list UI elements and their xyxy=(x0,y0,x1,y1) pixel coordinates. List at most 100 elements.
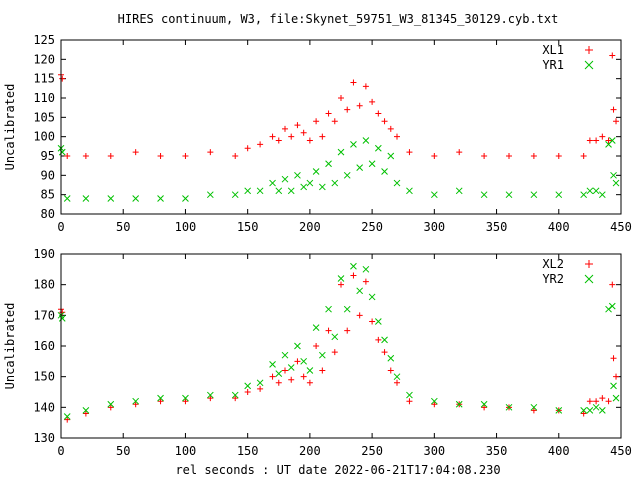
x-tick-label: 450 xyxy=(610,444,632,458)
data-point xyxy=(325,160,332,168)
data-point xyxy=(331,349,338,356)
data-point xyxy=(338,95,344,101)
data-point xyxy=(580,407,588,414)
data-point xyxy=(356,287,364,295)
series-YR2 xyxy=(57,262,620,420)
data-point xyxy=(337,148,345,156)
data-point xyxy=(580,191,588,199)
data-point xyxy=(313,343,320,349)
data-point xyxy=(593,398,600,405)
data-point xyxy=(505,191,513,199)
data-point xyxy=(387,354,395,362)
data-point xyxy=(338,281,344,288)
data-point xyxy=(387,367,394,374)
data-point xyxy=(306,379,313,386)
legend-marker xyxy=(584,274,594,284)
data-point xyxy=(431,401,438,408)
data-point xyxy=(182,398,189,405)
data-point xyxy=(232,153,239,159)
data-point xyxy=(282,367,288,374)
x-tick-label: 50 xyxy=(116,220,130,234)
data-point xyxy=(580,153,587,159)
data-point xyxy=(456,149,463,156)
data-point xyxy=(257,385,264,392)
data-point xyxy=(300,357,308,365)
data-point xyxy=(586,187,594,195)
data-point xyxy=(107,400,115,408)
data-point xyxy=(269,179,276,187)
y-tick-label: 170 xyxy=(33,308,55,322)
data-point xyxy=(505,403,513,411)
plot-frame xyxy=(60,253,622,439)
data-point xyxy=(306,137,313,144)
data-point xyxy=(430,397,438,405)
data-point xyxy=(331,333,339,341)
y-tick-label: 130 xyxy=(33,431,55,445)
y-tick-label: 150 xyxy=(33,370,55,384)
data-point xyxy=(350,272,357,279)
data-point xyxy=(344,327,351,334)
legend-label: XL2 xyxy=(542,257,564,271)
data-point xyxy=(555,407,563,414)
data-point xyxy=(107,195,115,202)
data-point xyxy=(368,160,376,168)
data-point xyxy=(256,379,264,387)
x-tick-label: 0 xyxy=(57,220,64,234)
data-point xyxy=(82,195,90,202)
data-point xyxy=(288,133,295,140)
data-point xyxy=(406,149,413,156)
data-point xyxy=(288,376,295,383)
data-point xyxy=(132,149,139,156)
data-point xyxy=(387,152,395,160)
data-point xyxy=(610,382,617,390)
data-point xyxy=(275,137,282,144)
data-point xyxy=(269,361,276,368)
data-point xyxy=(374,144,382,152)
data-point xyxy=(406,398,413,405)
data-point xyxy=(300,373,307,380)
data-point xyxy=(319,133,326,140)
data-point xyxy=(343,305,351,313)
x-tick-label: 150 xyxy=(237,444,259,458)
data-point xyxy=(381,349,388,356)
data-point xyxy=(313,118,320,125)
data-point xyxy=(269,133,276,140)
data-point xyxy=(599,395,606,402)
data-point xyxy=(244,187,252,195)
data-point xyxy=(58,148,66,156)
data-point xyxy=(312,324,320,331)
data-point xyxy=(612,179,620,187)
x-axis-label: rel seconds : UT date 2022-06-21T17:04:0… xyxy=(175,463,500,477)
data-point xyxy=(610,355,617,362)
y-tick-label: 160 xyxy=(33,339,55,353)
x-tick-label: 450 xyxy=(610,220,632,234)
data-point xyxy=(356,102,363,109)
data-point xyxy=(350,79,357,86)
data-point xyxy=(207,149,214,156)
data-point xyxy=(257,141,264,148)
data-point xyxy=(356,164,364,171)
data-point xyxy=(599,133,606,140)
data-point xyxy=(613,373,620,380)
data-point xyxy=(157,153,164,159)
data-point xyxy=(555,153,562,159)
data-point xyxy=(480,191,488,199)
x-tick-label: 400 xyxy=(548,444,570,458)
data-point xyxy=(244,145,251,152)
data-point xyxy=(368,293,376,301)
data-point xyxy=(394,379,400,386)
data-point xyxy=(592,403,600,411)
data-point xyxy=(300,183,308,191)
data-point xyxy=(275,370,283,377)
data-point xyxy=(182,153,189,159)
data-point xyxy=(64,153,71,159)
data-point xyxy=(393,373,401,381)
data-point xyxy=(275,379,282,386)
data-point xyxy=(613,118,620,125)
data-point xyxy=(325,110,332,117)
y-tick-label: 85 xyxy=(41,188,55,202)
data-point xyxy=(530,403,538,411)
data-point xyxy=(58,315,66,322)
x-tick-label: 100 xyxy=(175,220,197,234)
data-point xyxy=(107,153,114,159)
